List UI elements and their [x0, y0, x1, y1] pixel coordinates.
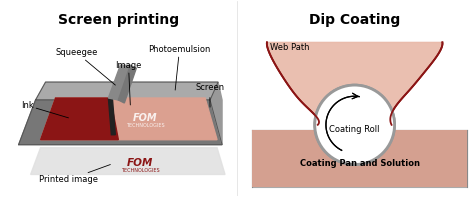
- Text: Squeegee: Squeegee: [55, 48, 115, 85]
- Polygon shape: [41, 98, 118, 140]
- Polygon shape: [118, 65, 137, 103]
- Text: FOM: FOM: [133, 113, 157, 123]
- Polygon shape: [210, 82, 222, 145]
- Text: FOM: FOM: [127, 158, 154, 167]
- Text: Screen: Screen: [195, 83, 224, 107]
- Text: Web Path: Web Path: [270, 43, 310, 52]
- Text: Ink: Ink: [21, 101, 69, 118]
- Circle shape: [315, 85, 394, 164]
- Bar: [252, 130, 467, 187]
- Text: Screen printing: Screen printing: [58, 13, 179, 27]
- Polygon shape: [18, 100, 222, 145]
- Circle shape: [315, 85, 394, 164]
- Bar: [252, 130, 467, 187]
- Polygon shape: [109, 98, 115, 135]
- Polygon shape: [31, 148, 225, 175]
- Text: TECHNOLOGIES: TECHNOLOGIES: [126, 123, 164, 128]
- Text: Dip Coating: Dip Coating: [309, 13, 400, 27]
- Text: Printed image: Printed image: [38, 164, 110, 184]
- Text: TECHNOLOGIES: TECHNOLOGIES: [121, 168, 160, 173]
- Text: Coating Pan and Solution: Coating Pan and Solution: [300, 159, 419, 168]
- Text: Photoemulsion: Photoemulsion: [148, 45, 210, 90]
- Text: Coating Roll: Coating Roll: [329, 125, 380, 134]
- Text: Image: Image: [115, 61, 142, 105]
- Polygon shape: [36, 82, 218, 100]
- Polygon shape: [267, 42, 442, 125]
- Polygon shape: [41, 98, 217, 140]
- Polygon shape: [109, 65, 130, 100]
